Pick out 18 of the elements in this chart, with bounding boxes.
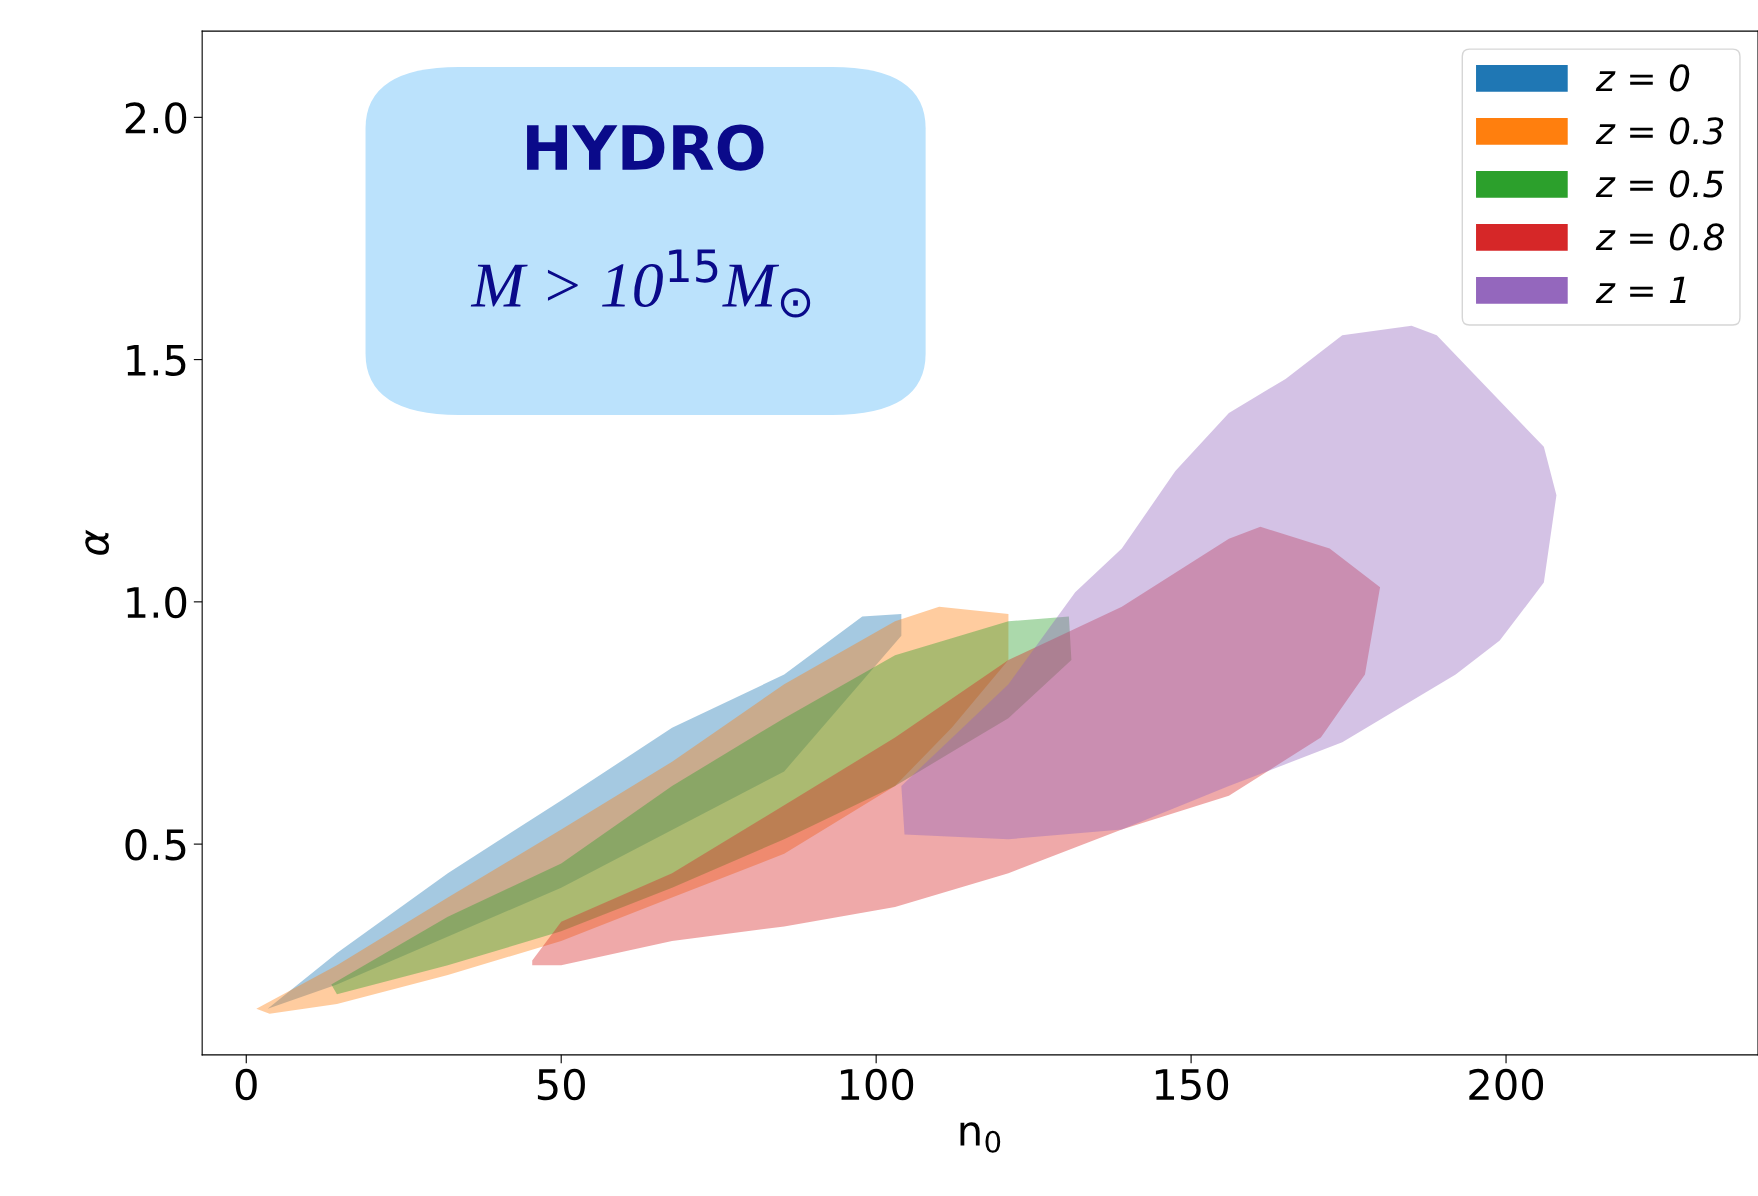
x-tick-label: 0 [235,1068,257,1101]
legend-label: z = 0.8 [1595,223,1724,251]
y-tick-label: 0.5 [125,829,186,861]
legend-label: z = 0.3 [1595,117,1724,145]
y-tick-label: 2.0 [125,102,187,134]
legend-label: z = 0 [1595,64,1690,92]
x-tick-label: 150 [1155,1068,1229,1101]
annotation: HYDRO [527,124,764,171]
x-tick-label: 50 [537,1068,585,1101]
legend-label: z = 1 [1595,276,1686,304]
x-tick-label: 100 [840,1068,914,1101]
legend-label: z = 0.5 [1595,170,1724,198]
annotation: M > 10$^{15}$M$_{⊙}$ [470,249,811,318]
y-tick-label: 1.0 [127,586,187,619]
y-tick-label: 1.5 [127,345,186,377]
x-axis-title: n$_{0}$ [960,1122,1001,1153]
y-axis-title: α [85,529,109,555]
x-tick-label: 200 [1469,1068,1544,1101]
